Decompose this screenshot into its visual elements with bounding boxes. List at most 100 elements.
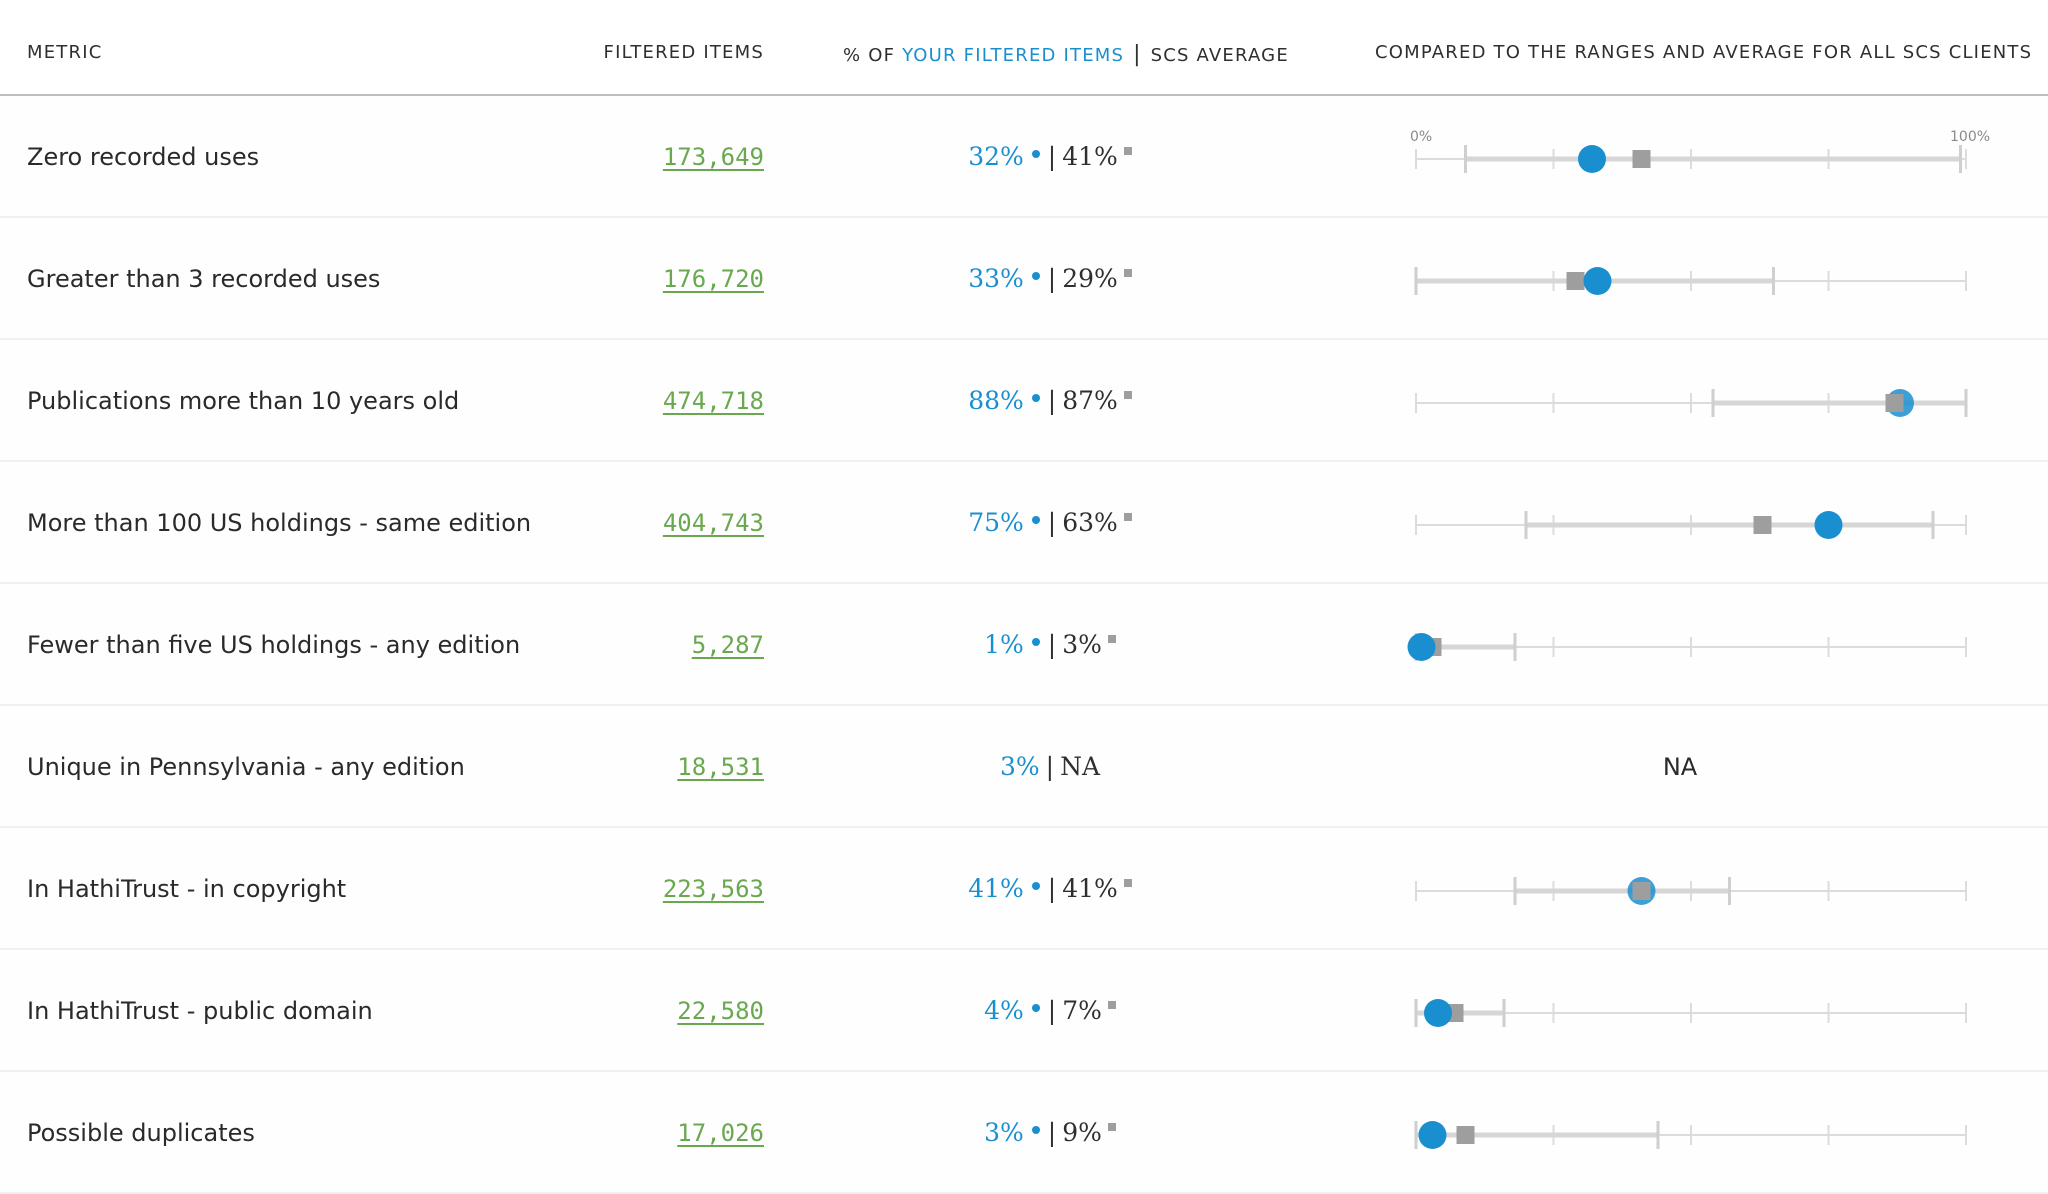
metric-label: More than 100 US holdings - same edition: [27, 508, 532, 537]
range-chart-svg: [1414, 999, 1967, 1027]
average-square-icon: [1123, 390, 1132, 399]
your-value-marker: [1424, 999, 1452, 1027]
range-chart: [1380, 585, 2000, 704]
scs-average-percent: NA: [1060, 752, 1101, 781]
average-marker: [1632, 150, 1651, 168]
your-percent: 1%: [984, 630, 1024, 659]
percent-separator: |: [1047, 874, 1057, 903]
table-row: Possible duplicates 17,026 3% | 9%: [0, 1073, 2048, 1194]
metric-label: In HathiTrust - in copyright: [27, 874, 347, 903]
your-percent: 75%: [968, 508, 1024, 537]
your-percent: 41%: [968, 874, 1024, 903]
filtered-items-link[interactable]: 404,743: [662, 508, 764, 537]
percent-cell: 32% | 41%: [900, 97, 1200, 216]
scale-min-label: 0%: [1410, 129, 1433, 145]
filtered-items-cell: 223,563: [663, 829, 764, 948]
percent-separator: |: [1047, 142, 1057, 171]
your-value-marker: [1814, 511, 1843, 539]
filtered-items-link[interactable]: 5,287: [691, 630, 764, 659]
percent-cell: 1% | 3%: [900, 585, 1200, 704]
average-marker: [1566, 272, 1585, 290]
metric-label: Greater than 3 recorded uses: [27, 264, 381, 293]
percent-cell: 33% | 29%: [900, 219, 1200, 338]
percent-cell: 3% | NA: [900, 707, 1200, 826]
your-dot-icon: [1031, 515, 1040, 524]
filtered-items-link[interactable]: 18,531: [677, 752, 764, 781]
your-percent: 88%: [968, 386, 1024, 415]
range-chart-svg: [1415, 877, 1967, 905]
header-percent: % OF YOUR FILTERED ITEMS | SCS AVERAGE: [843, 42, 1289, 67]
filtered-items-link[interactable]: 223,563: [662, 874, 764, 903]
percent-separator: |: [1047, 508, 1057, 537]
average-marker-overlay: [1885, 394, 1904, 412]
range-chart-svg: [1414, 267, 1967, 295]
average-marker: [1456, 1126, 1475, 1144]
filtered-items-cell: 5,287: [692, 585, 764, 704]
filtered-items-link[interactable]: 173,649: [662, 142, 764, 171]
metric-label: Zero recorded uses: [27, 142, 260, 171]
table-row: Publications more than 10 years old 474,…: [0, 341, 2048, 462]
table-row: More than 100 US holdings - same edition…: [0, 463, 2048, 584]
percent-separator: |: [1045, 752, 1055, 781]
percent-cell: 41% | 41%: [900, 829, 1200, 948]
scs-average-percent: 41%: [1062, 874, 1118, 903]
scs-average-percent: 87%: [1062, 386, 1118, 415]
chart-na-text: NA: [1662, 752, 1698, 781]
your-percent: 4%: [984, 996, 1024, 1025]
average-square-icon: [1123, 878, 1132, 887]
header-separator: |: [1133, 42, 1142, 67]
table-header: METRIC FILTERED ITEMS % OF YOUR FILTERED…: [0, 0, 2048, 96]
range-chart-svg: [1415, 389, 1968, 417]
average-square-icon: [1123, 268, 1132, 277]
your-value-marker: [1583, 267, 1612, 295]
range-chart-svg: [1415, 145, 1967, 173]
filtered-items-link[interactable]: 176,720: [662, 264, 764, 293]
your-percent: 3%: [984, 1118, 1024, 1147]
your-percent: 32%: [968, 142, 1024, 171]
table-row: In HathiTrust - in copyright 223,563 41%…: [0, 829, 2048, 950]
your-dot-icon: [1031, 1125, 1040, 1134]
average-square-icon: [1123, 146, 1132, 155]
scale-max-label: 100%: [1950, 129, 1991, 145]
average-square-icon: [1123, 512, 1132, 521]
filtered-items-link[interactable]: 22,580: [677, 996, 764, 1025]
filtered-items-cell: 17,026: [677, 1073, 764, 1192]
range-chart-svg: [1415, 511, 1967, 539]
filtered-items-link[interactable]: 474,718: [662, 386, 764, 415]
your-value-marker: [1418, 1121, 1447, 1149]
header-metric: METRIC: [27, 42, 103, 63]
your-dot-icon: [1031, 1003, 1040, 1012]
table-row: Unique in Pennsylvania - any edition 18,…: [0, 707, 2048, 828]
scs-average-percent: 63%: [1062, 508, 1118, 537]
percent-cell: 75% | 63%: [900, 463, 1200, 582]
filtered-items-cell: 404,743: [663, 463, 764, 582]
filtered-items-cell: 176,720: [663, 219, 764, 338]
your-percent: 3%: [999, 752, 1040, 781]
percent-separator: |: [1047, 996, 1057, 1025]
metric-label: In HathiTrust - public domain: [27, 996, 373, 1025]
table-row: Greater than 3 recorded uses 176,720 33%…: [0, 219, 2048, 340]
your-value-marker: [1407, 633, 1436, 661]
filtered-items-link[interactable]: 17,026: [677, 1118, 764, 1147]
percent-separator: |: [1047, 264, 1057, 293]
average-marker-overlay: [1632, 882, 1651, 900]
average-square-icon: [1107, 1122, 1116, 1131]
percent-cell: 3% | 9%: [900, 1073, 1200, 1192]
metric-label: Publications more than 10 years old: [27, 386, 460, 415]
table-row: Fewer than five US holdings - any editio…: [0, 585, 2048, 706]
filtered-items-cell: 474,718: [663, 341, 764, 460]
your-dot-icon: [1031, 271, 1040, 280]
scs-average-percent: 3%: [1062, 630, 1102, 659]
metric-label: Fewer than five US holdings - any editio…: [27, 630, 521, 659]
filtered-items-cell: 18,531: [677, 707, 764, 826]
average-square-icon: [1107, 1000, 1116, 1009]
your-dot-icon: [1031, 881, 1040, 890]
average-square-icon: [1107, 634, 1116, 643]
range-chart: [1380, 1073, 2000, 1192]
your-dot-icon: [1031, 149, 1040, 158]
filtered-items-cell: 173,649: [663, 97, 764, 216]
scs-average-percent: 29%: [1062, 264, 1118, 293]
scs-average-percent: 41%: [1062, 142, 1118, 171]
range-chart-svg: [1407, 633, 1967, 661]
header-percent-prefix: % OF: [843, 45, 903, 66]
